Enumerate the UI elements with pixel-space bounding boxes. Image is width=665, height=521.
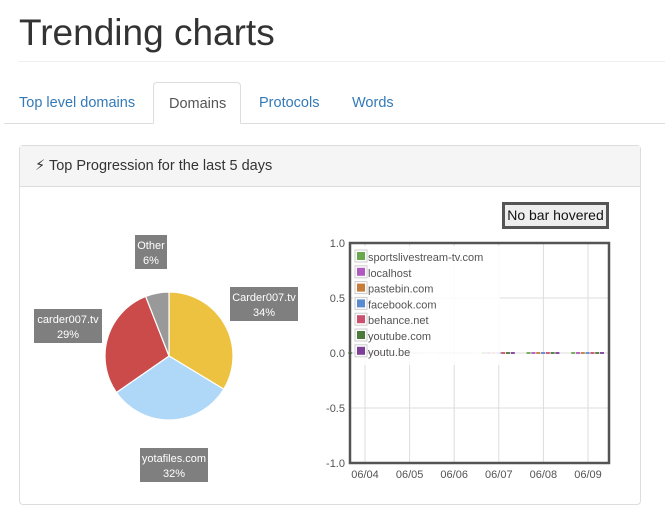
tab-protocols[interactable]: Protocols — [259, 95, 320, 111]
pie-label-box — [135, 235, 167, 269]
progression-panel: ⚡︎ Top Progression for the last 5 days — [19, 145, 641, 505]
pie-label: carder007.tv — [37, 314, 99, 326]
pie-percent: 29% — [57, 329, 79, 341]
divider — [19, 61, 665, 62]
tab-domains[interactable]: Domains — [153, 82, 241, 124]
pie-label: Other — [137, 240, 165, 252]
panel-header: ⚡︎ Top Progression for the last 5 days — [20, 146, 640, 187]
bolt-icon: ⚡︎ — [35, 158, 46, 174]
pie-chart: Carder007.tv 34% yotafiles.com 32% carder007… — [34, 235, 298, 482]
tab-top-level-domains[interactable]: Top level domains — [19, 95, 136, 111]
tab-bar: Top level domains Domains Protocols Word… — [4, 82, 665, 124]
panel-title: Top Progression for the last 5 days — [48, 158, 273, 174]
pie-percent: 34% — [253, 307, 275, 319]
page-title: Trending charts — [19, 12, 275, 53]
tab-words[interactable]: Words — [352, 95, 394, 111]
pie-label-box — [34, 309, 102, 343]
pie-label-box — [140, 448, 208, 482]
pie-percent: 32% — [163, 468, 185, 480]
pie-percent: 6% — [143, 255, 159, 267]
pie-label-box — [230, 287, 298, 321]
hover-status: No bar hovered — [502, 202, 609, 229]
pie-label: yotafiles.com — [142, 453, 206, 465]
pie-label: Carder007.tv — [232, 292, 296, 304]
pie-slice[interactable] — [115, 355, 225, 421]
pie-slice[interactable] — [144, 291, 170, 357]
pie-slice[interactable] — [104, 295, 170, 394]
pie-slice[interactable] — [168, 291, 234, 390]
